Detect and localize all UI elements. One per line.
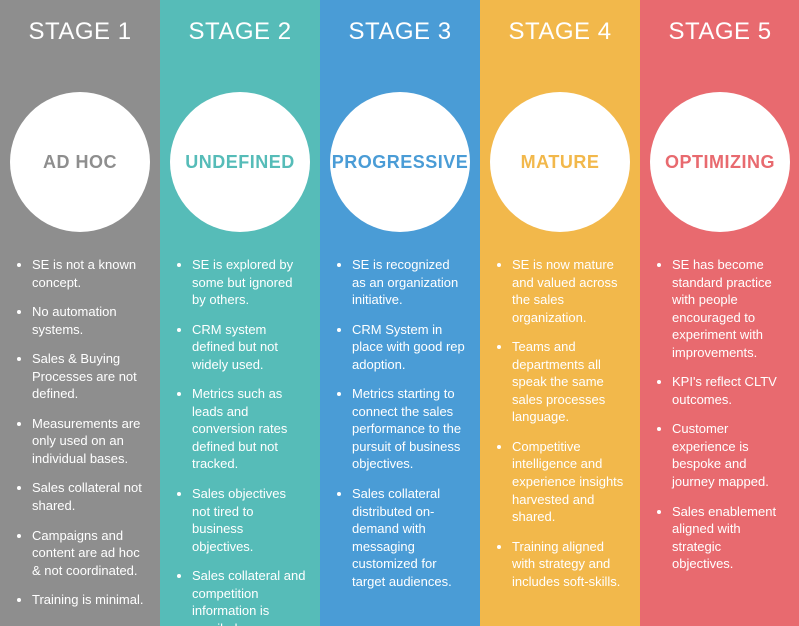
stage-circle-label: PROGRESSIVE [332, 152, 469, 173]
stage-bullets: SE has become standard practice with peo… [654, 256, 786, 573]
stage-bullet: Sales objectives not tired to business o… [192, 485, 306, 555]
stage-bullet: SE is recognized as an organization init… [352, 256, 466, 309]
stage-circle: MATURE [490, 92, 630, 232]
stage-bullet: SE is not a known concept. [32, 256, 146, 291]
stage-bullet: Metrics such as leads and conversion rat… [192, 385, 306, 473]
stage-bullet: Competitive intelligence and experience … [512, 438, 626, 526]
stage-bullets: SE is explored by some but ignored by ot… [174, 256, 306, 626]
stage-bullet: Customer experience is bespoke and journ… [672, 420, 786, 490]
stage-bullet: Sales enablement aligned with strategic … [672, 503, 786, 573]
stage-bullet: CRM System in place with good rep adopti… [352, 321, 466, 374]
maturity-stages-infographic: STAGE 1 SE is not a known concept. No auto… [0, 0, 799, 626]
stage-bullet: Teams and departments all speak the same… [512, 338, 626, 426]
stage-bullets: SE is recognized as an organization init… [334, 256, 466, 590]
stage-bullet: SE is now mature and valued across the s… [512, 256, 626, 326]
stage-heading: STAGE 4 [494, 18, 626, 46]
stage-bullet: Training aligned with strategy and inclu… [512, 538, 626, 591]
stage-bullets: SE is not a known concept. No automation … [14, 256, 146, 609]
stage-bullet: Measurements are only used on an individ… [32, 415, 146, 468]
stage-bullet: SE is explored by some but ignored by ot… [192, 256, 306, 309]
stage-bullet: No automation systems. [32, 303, 146, 338]
stage-bullet: Training is minimal. [32, 591, 146, 609]
stage-circle-label: UNDEFINED [185, 152, 295, 173]
stage-circle: PROGRESSIVE [330, 92, 470, 232]
stage-heading: STAGE 5 [654, 18, 786, 46]
stage-heading: STAGE 2 [174, 18, 306, 46]
stage-heading: STAGE 1 [14, 18, 146, 46]
stage-bullet: Sales collateral and competition informa… [192, 567, 306, 626]
stage-bullet: SE has become standard practice with peo… [672, 256, 786, 361]
stage-bullet: Sales & Buying Processes are not defined… [32, 350, 146, 403]
stage-circle-label: OPTIMIZING [665, 152, 775, 173]
stage-circle: UNDEFINED [170, 92, 310, 232]
stage-circle-label: MATURE [521, 152, 600, 173]
stage-bullet: KPI's reflect CLTV outcomes. [672, 373, 786, 408]
stage-bullet: Sales collateral not shared. [32, 479, 146, 514]
stage-circle: AD HOC [10, 92, 150, 232]
stage-bullet: CRM system defined but not widely used. [192, 321, 306, 374]
stage-circle: OPTIMIZING [650, 92, 790, 232]
stage-bullet: Metrics starting to connect the sales pe… [352, 385, 466, 473]
stage-bullet: Sales collateral distributed on-demand w… [352, 485, 466, 590]
stage-heading: STAGE 3 [334, 18, 466, 46]
stage-circle-label: AD HOC [43, 152, 117, 173]
stage-bullet: Campaigns and content are ad hoc & not c… [32, 527, 146, 580]
stage-bullets: SE is now mature and valued across the s… [494, 256, 626, 590]
